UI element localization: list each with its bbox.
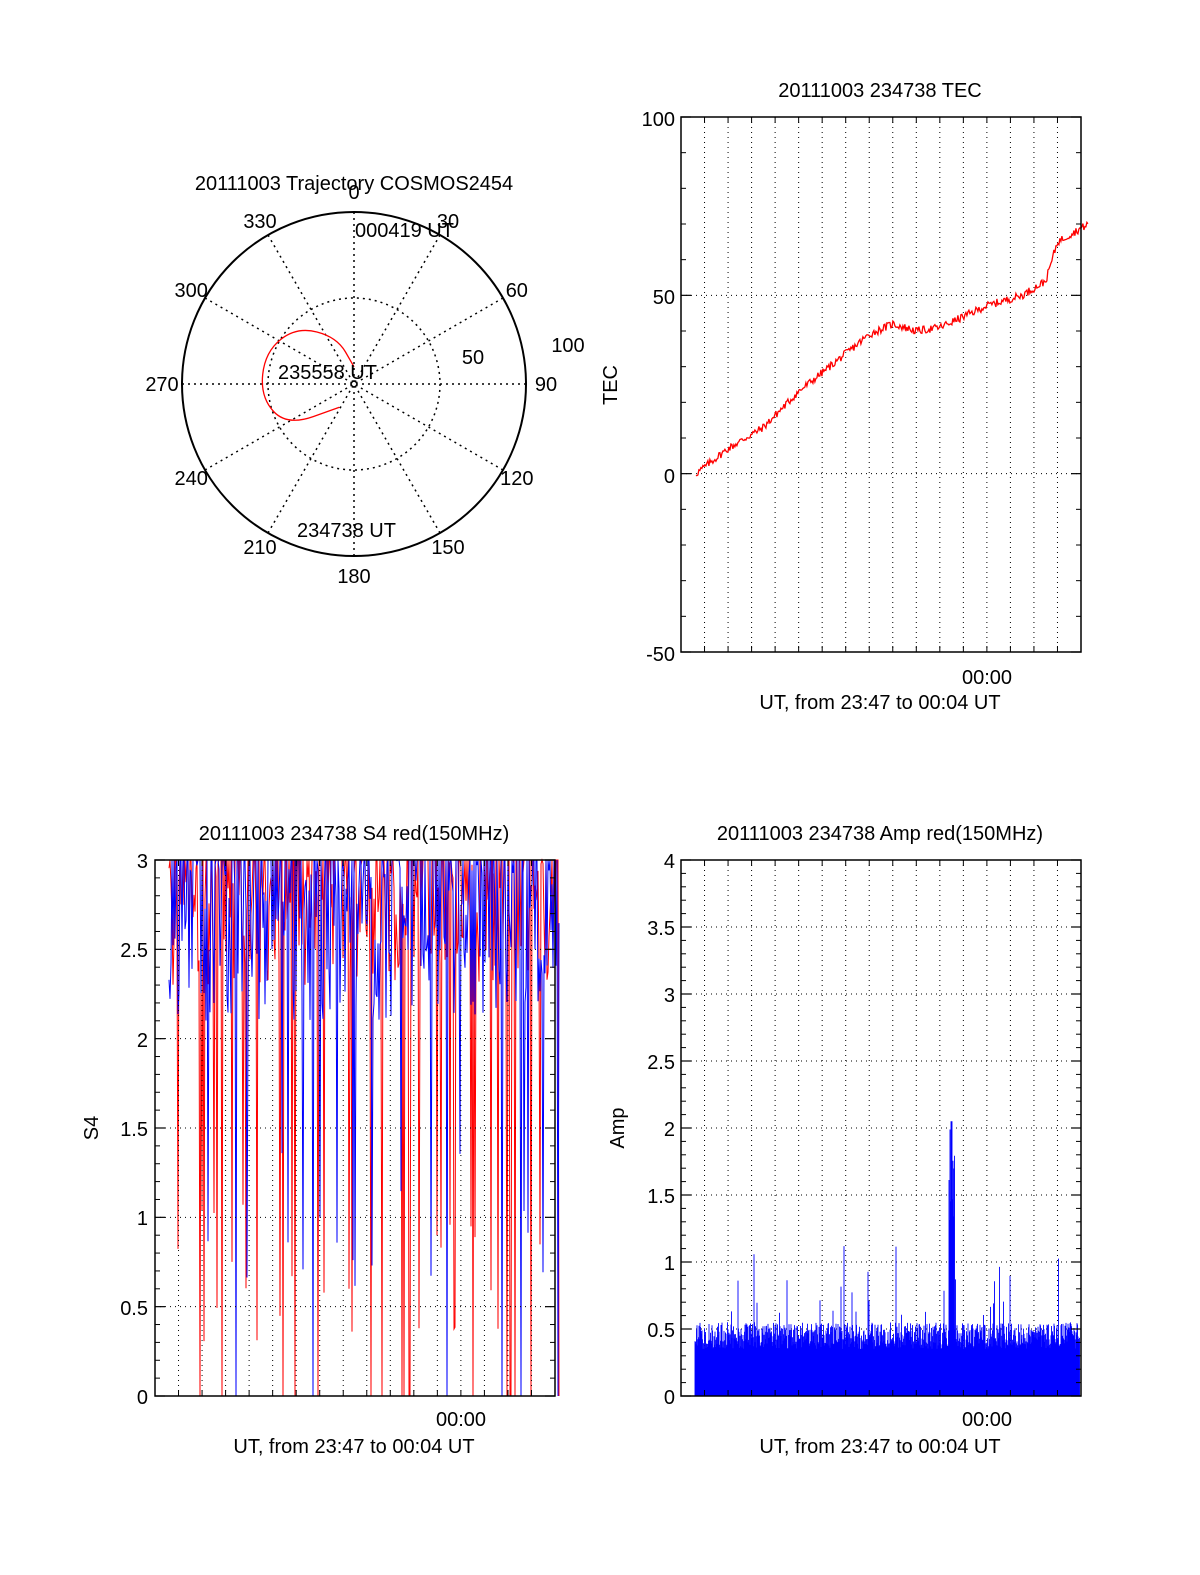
radial-label-50: 50 <box>462 347 484 369</box>
azimuth-label: 180 <box>337 566 370 588</box>
trajectory-mid-label: 235558 UT <box>278 362 377 384</box>
trajectory-title: 20111003 Trajectory COSMOS2454 <box>195 173 513 195</box>
amp-ticks <box>681 859 1081 1397</box>
tec-xlabel: UT, from 23:47 to 00:04 UT <box>759 692 1000 714</box>
polar-azimuth-labels: 0 30 60 90 120 150 180 210 240 270 300 330 <box>145 182 557 588</box>
tec-ytick-100: 100 <box>642 109 675 131</box>
amp-xtick: 00:00 <box>962 1409 1012 1431</box>
azimuth-label: 90 <box>535 374 557 396</box>
tec-chart: 20111003 234738 TEC 100 50 0 -50 TEC 00:… <box>600 80 1089 714</box>
amp-series <box>694 1121 1080 1396</box>
s4-ylabel: S4 <box>81 1116 103 1140</box>
polar-spokes <box>182 212 526 556</box>
trajectory-chart: 20111003 Trajectory COSMOS2454 0 30 60 90 12… <box>145 173 584 588</box>
s4-ytick-2.5: 2.5 <box>120 940 148 962</box>
amp-title: 20111003 234738 Amp red(150MHz) <box>717 823 1043 845</box>
azimuth-label: 150 <box>431 537 464 559</box>
azimuth-label: 0 <box>348 182 359 204</box>
amp-ytick-4: 4 <box>664 851 675 873</box>
amp-ytick-1: 1 <box>664 1253 675 1275</box>
tec-ytick-50: 50 <box>653 287 675 309</box>
radial-label-100: 100 <box>551 335 584 357</box>
azimuth-label: 240 <box>174 468 207 490</box>
s4-ytick-1.5: 1.5 <box>120 1119 148 1141</box>
s4-ytick-1: 1 <box>137 1208 148 1230</box>
trajectory-start-label: 234738 UT <box>297 520 396 542</box>
tec-series-line <box>695 220 1089 477</box>
amp-ytick-2.5: 2.5 <box>647 1052 675 1074</box>
amp-ytick-3: 3 <box>664 985 675 1007</box>
tec-grid <box>681 117 1081 652</box>
s4-chart: 20111003 234738 S4 red(150MHz) 3 2.5 2 1… <box>81 823 560 1458</box>
amp-ytick-3.5: 3.5 <box>647 918 675 940</box>
s4-title: 20111003 234738 S4 red(150MHz) <box>199 823 510 845</box>
tec-frame <box>680 116 1082 653</box>
tec-ytick-neg50: -50 <box>646 644 675 666</box>
trajectory-end-label: 000419 UT <box>355 220 454 242</box>
amp-ytick-1.5: 1.5 <box>647 1186 675 1208</box>
s4-xlabel: UT, from 23:47 to 00:04 UT <box>233 1436 474 1458</box>
s4-ticks <box>155 859 555 1397</box>
azimuth-label: 30 <box>437 211 459 233</box>
tec-ticks <box>681 116 1081 653</box>
trajectory-line <box>261 329 355 421</box>
azimuth-label: 120 <box>500 468 533 490</box>
amp-xlabel: UT, from 23:47 to 00:04 UT <box>759 1436 1000 1458</box>
amp-chart: 20111003 234738 Amp red(150MHz) 4 3.5 3 … <box>607 823 1082 1458</box>
amp-ytick-2: 2 <box>664 1119 675 1141</box>
amp-ytick-0: 0 <box>664 1387 675 1409</box>
amp-ylabel: Amp <box>607 1107 629 1148</box>
azimuth-label: 210 <box>243 537 276 559</box>
s4-ytick-3: 3 <box>137 851 148 873</box>
amp-ytick-0.5: 0.5 <box>647 1320 675 1342</box>
amp-grid <box>681 860 1081 1396</box>
s4-ytick-0.5: 0.5 <box>120 1298 148 1320</box>
amp-blue-series <box>694 1121 1080 1396</box>
s4-grid <box>155 860 555 1396</box>
tec-title: 20111003 234738 TEC <box>778 80 982 102</box>
azimuth-label: 300 <box>174 280 207 302</box>
azimuth-label: 270 <box>145 374 178 396</box>
s4-xtick: 00:00 <box>436 1409 486 1431</box>
tec-ytick-0: 0 <box>664 466 675 488</box>
s4-ytick-0: 0 <box>137 1387 148 1409</box>
azimuth-label: 60 <box>506 280 528 302</box>
tec-ylabel: TEC <box>600 365 622 405</box>
tec-xtick: 00:00 <box>962 667 1012 689</box>
azimuth-label: 330 <box>243 211 276 233</box>
s4-ytick-2: 2 <box>137 1030 148 1052</box>
